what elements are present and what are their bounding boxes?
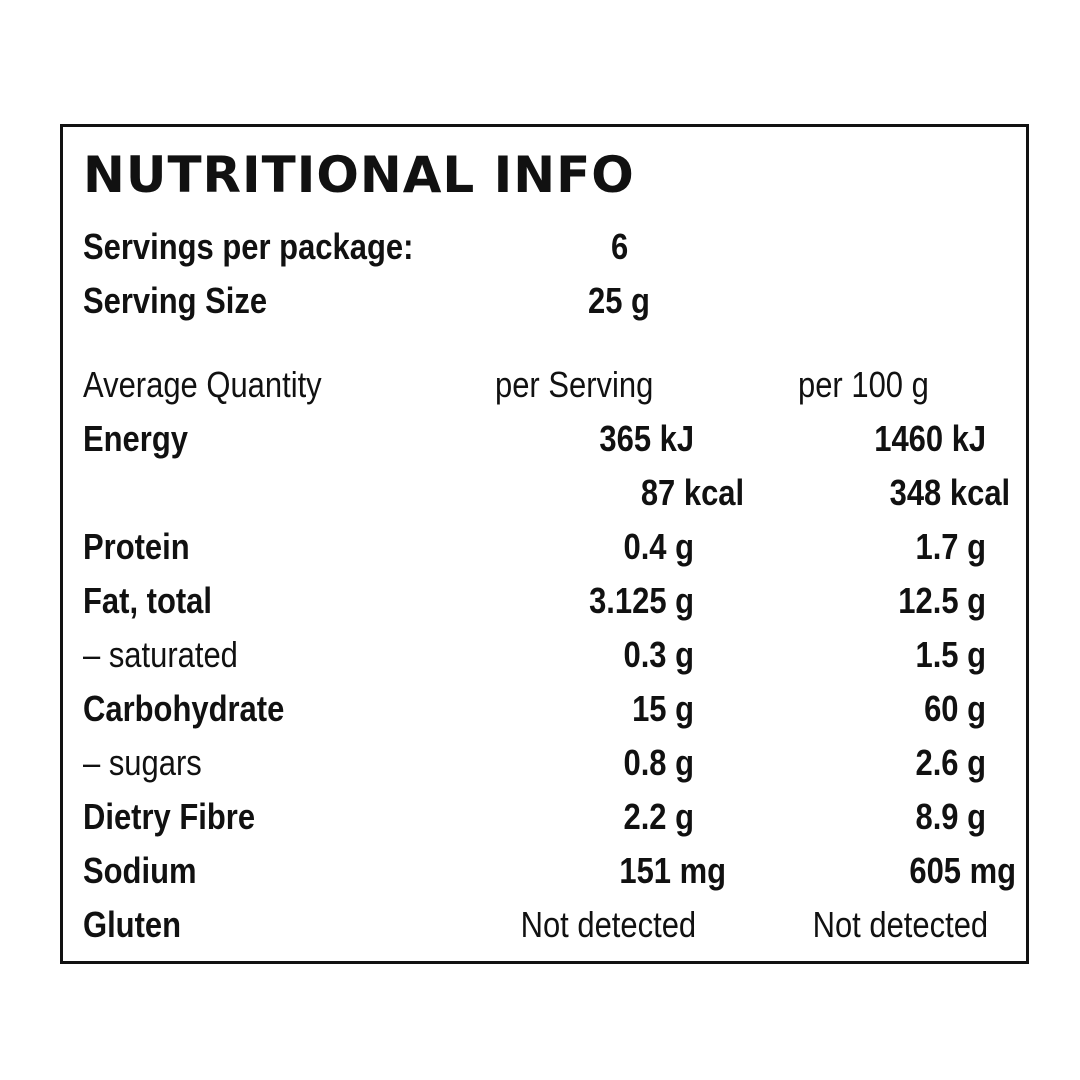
per-100g-value: 605 mg (909, 850, 1016, 891)
per-serving-value: 151 mg (619, 850, 726, 891)
per-100g-value: 1.5 g (915, 634, 986, 675)
per-100g-value: 12.5 g (898, 580, 986, 621)
nutrient-label: – sugars (83, 742, 202, 783)
servings-per-package-row: Servings per package: 6 (63, 221, 1026, 273)
table-row: 87 kcal 348 kcal (63, 467, 1026, 519)
per-serving-value: 2.2 g (623, 796, 694, 837)
per-serving-value: 15 g (632, 688, 694, 729)
serving-size-label: Serving Size (83, 280, 268, 321)
servings-per-package-value: 6 (611, 226, 629, 267)
table-row: Gluten Not detected Not detected (63, 899, 1026, 951)
table-row: Energy 365 kJ 1460 kJ (63, 413, 1026, 465)
per-100g-value: 1.7 g (915, 526, 986, 567)
per-serving-value: Not detected (520, 904, 696, 945)
servings-per-package-label: Servings per package: (83, 226, 414, 267)
serving-size-row: Serving Size 25 g (63, 275, 1026, 327)
per-serving-value: 3.125 g (588, 580, 694, 621)
nutrition-panel: NUTRITIONAL INFO Servings per package: 6… (60, 124, 1029, 964)
per-100g-value: 8.9 g (915, 796, 986, 837)
header-average-quantity: Average Quantity (83, 364, 322, 405)
table-header-row: Average Quantity per Serving per 100 g (63, 359, 1026, 411)
nutrient-label: Dietry Fibre (83, 796, 256, 837)
table-row: Protein 0.4 g 1.7 g (63, 521, 1026, 573)
per-serving-value: 365 kJ (599, 418, 694, 459)
per-100g-value: 348 kcal (889, 472, 1010, 513)
table-row: Dietry Fibre 2.2 g 8.9 g (63, 791, 1026, 843)
nutrient-label: – saturated (83, 634, 238, 675)
per-100g-value: 2.6 g (915, 742, 986, 783)
table-row: Carbohydrate 15 g 60 g (63, 683, 1026, 735)
nutrient-label: Sodium (83, 850, 197, 891)
table-row: Sodium 151 mg 605 mg (63, 845, 1026, 897)
table-row: – saturated 0.3 g 1.5 g (63, 629, 1026, 681)
nutrient-label: Gluten (83, 904, 182, 945)
per-serving-value: 0.4 g (623, 526, 694, 567)
per-100g-value: Not detected (812, 904, 988, 945)
per-serving-value: 0.3 g (623, 634, 694, 675)
per-serving-value: 87 kcal (640, 472, 744, 513)
per-100g-value: 60 g (924, 688, 986, 729)
header-per-100g: per 100 g (798, 364, 929, 405)
serving-size-value: 25 g (588, 280, 650, 321)
panel-title: NUTRITIONAL INFO (83, 146, 635, 204)
header-per-serving: per Serving (495, 364, 654, 405)
nutrient-label: Carbohydrate (83, 688, 285, 729)
table-row: Fat, total 3.125 g 12.5 g (63, 575, 1026, 627)
nutrient-label: Protein (83, 526, 190, 567)
per-100g-value: 1460 kJ (874, 418, 986, 459)
per-serving-value: 0.8 g (623, 742, 694, 783)
nutrient-label: Energy (83, 418, 188, 459)
table-row: – sugars 0.8 g 2.6 g (63, 737, 1026, 789)
nutrient-label: Fat, total (83, 580, 212, 621)
